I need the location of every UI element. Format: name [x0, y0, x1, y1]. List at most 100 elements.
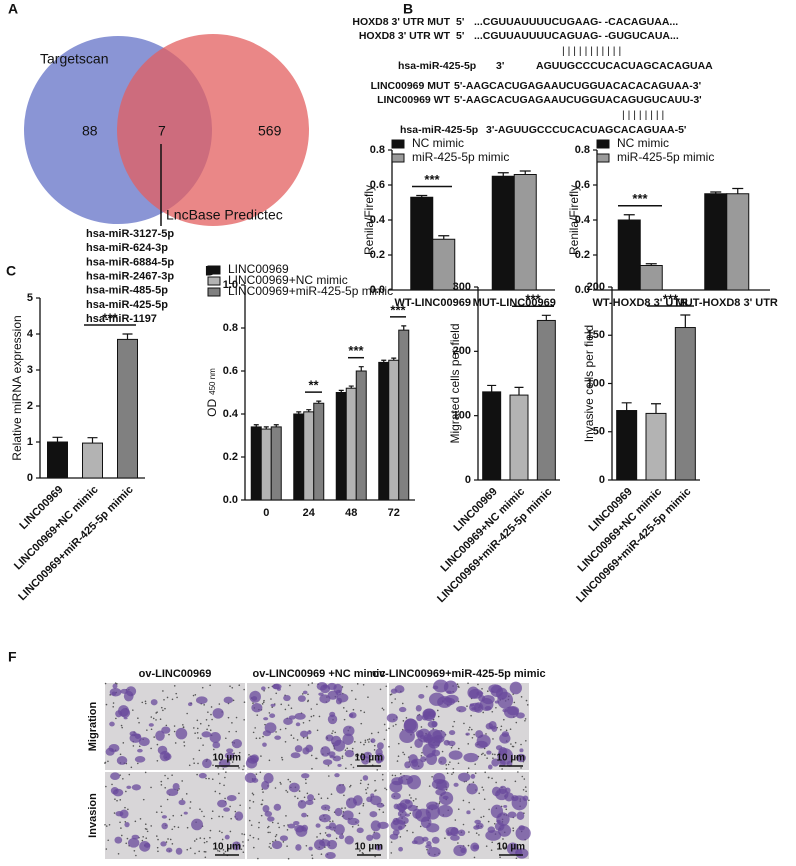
pore: [250, 824, 253, 826]
pore: [194, 732, 196, 735]
cell: [273, 803, 282, 811]
pore: [207, 724, 210, 727]
pore: [473, 808, 475, 811]
pore: [156, 835, 158, 837]
pore: [357, 824, 360, 826]
cell: [302, 747, 310, 755]
cell: [437, 804, 453, 818]
pore: [275, 692, 278, 695]
cell: [137, 748, 143, 753]
pore: [478, 834, 480, 836]
cell: [112, 788, 124, 797]
pore: [262, 701, 265, 704]
pore: [457, 808, 460, 811]
legend-label: LINC00969+miR-425-5p mimic: [228, 284, 393, 298]
pore: [409, 812, 412, 815]
pore: [193, 727, 195, 729]
seq-end: 3': [496, 60, 504, 72]
cell: [325, 851, 336, 860]
pore: [256, 714, 259, 716]
bar: [117, 338, 138, 479]
pore: [155, 712, 157, 714]
pore: [373, 749, 376, 751]
pore: [259, 771, 262, 774]
significance-label: ***: [525, 292, 541, 307]
pore: [199, 808, 201, 810]
pore: [231, 722, 233, 724]
cell: [398, 774, 414, 785]
pore: [349, 785, 351, 788]
pore: [482, 789, 485, 791]
pore: [451, 773, 453, 775]
cell: [504, 787, 511, 794]
cell: [404, 813, 411, 817]
pore: [176, 696, 178, 699]
pore: [122, 742, 125, 744]
cell: [124, 821, 130, 828]
pore: [195, 838, 198, 840]
cell: [398, 804, 406, 813]
pore: [117, 853, 120, 855]
pore: [367, 696, 369, 698]
pore: [218, 792, 221, 795]
pore: [428, 785, 431, 787]
cell: [172, 783, 180, 791]
error-bar: [391, 357, 397, 361]
pore: [267, 686, 270, 689]
pore: [487, 820, 490, 823]
pore: [306, 815, 309, 817]
pore: [447, 763, 450, 766]
pore: [121, 726, 123, 729]
cell: [325, 734, 334, 742]
pore: [263, 699, 265, 702]
cell: [498, 747, 508, 756]
cell: [448, 730, 456, 736]
pore: [466, 705, 468, 707]
pore: [362, 683, 365, 686]
error-bar: [621, 402, 632, 411]
pore: [358, 812, 361, 815]
pore: [225, 737, 227, 740]
cell: [333, 739, 346, 752]
y-tick-label: 0.6: [370, 179, 385, 191]
pore: [109, 694, 111, 696]
pore: [392, 725, 395, 727]
cell: [297, 695, 306, 702]
bar: [82, 442, 103, 479]
pore: [150, 825, 153, 827]
pore: [144, 702, 147, 705]
pore: [218, 850, 221, 853]
cell: [438, 756, 447, 765]
pore: [287, 857, 290, 860]
cell: [332, 755, 342, 762]
legend-swatch: [596, 139, 610, 149]
y-tick-label: 0.8: [223, 322, 238, 334]
pore: [474, 772, 477, 775]
cell: [226, 794, 237, 802]
cell: [347, 817, 360, 826]
pore: [206, 840, 208, 843]
cell: [290, 752, 301, 759]
pore: [275, 731, 277, 733]
pore: [381, 773, 384, 776]
pore: [311, 767, 313, 770]
pore: [141, 701, 144, 704]
pore: [335, 837, 338, 840]
pore: [344, 749, 347, 751]
cell: [390, 819, 406, 831]
cell: [263, 772, 274, 784]
pore: [401, 702, 404, 705]
pore: [482, 815, 485, 818]
cell: [125, 686, 137, 697]
pore: [105, 785, 107, 788]
pore: [121, 834, 123, 837]
pore: [456, 683, 459, 686]
pore: [410, 746, 412, 749]
pore: [375, 789, 377, 791]
pore: [310, 715, 313, 718]
pore: [203, 850, 206, 853]
cell: [224, 752, 235, 759]
cell: [399, 729, 415, 743]
cell: [116, 756, 128, 765]
cell: [472, 844, 479, 850]
